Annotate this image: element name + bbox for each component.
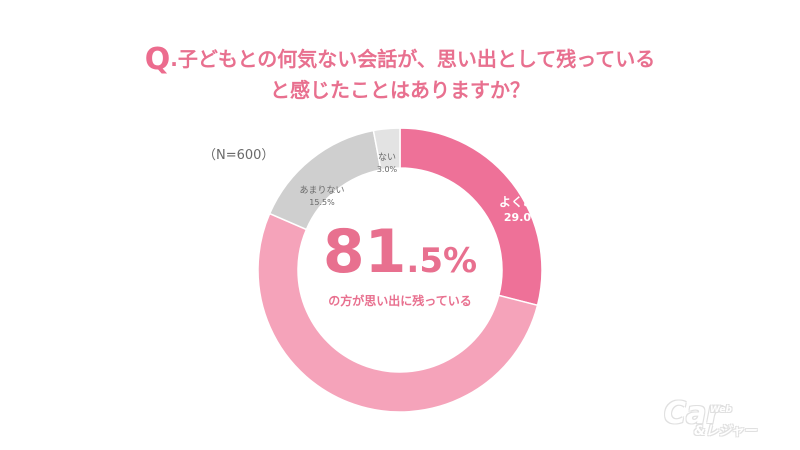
slice-value-3: 15.5%	[309, 198, 335, 207]
center-caption: の方が思い出に残っている	[328, 294, 472, 308]
site-logo: Car Web &レジャー	[664, 396, 774, 439]
sample-size-label: （N=600）	[203, 148, 275, 163]
slice-2	[257, 212, 539, 413]
slice-3	[268, 129, 382, 231]
slice-label-2: ときどきある	[476, 387, 548, 401]
question-text-1: .子どもとの何気ない会話が、思い出として残っている	[170, 47, 656, 71]
center-percentage-integer: 81	[322, 217, 407, 287]
slice-label-4: ない	[378, 152, 396, 163]
question-line-1: Q.子どもとの何気ない会話が、思い出として残っている	[0, 44, 800, 75]
question: Q.子どもとの何気ない会話が、思い出として残っている と感じたことはありますか？	[0, 44, 800, 105]
slice-value-2: 52.5%	[493, 403, 531, 416]
logo-main: Car	[664, 396, 722, 431]
center-percentage-fraction: .5%	[406, 241, 478, 281]
question-line-2: と感じたことはありますか？	[270, 78, 530, 102]
slice-value-1: 29.0%	[504, 211, 542, 224]
slice-label-3: あまりない	[299, 185, 344, 196]
slice-value-4: 3.0%	[377, 165, 398, 174]
q-mark: Q	[144, 42, 171, 77]
logo-sub: &レジャー	[694, 424, 757, 439]
logo-small: Web	[710, 405, 732, 415]
slice-label-1: よくある	[499, 195, 547, 209]
center-percentage: 81.5%	[310, 222, 490, 282]
slice-4	[372, 127, 401, 171]
